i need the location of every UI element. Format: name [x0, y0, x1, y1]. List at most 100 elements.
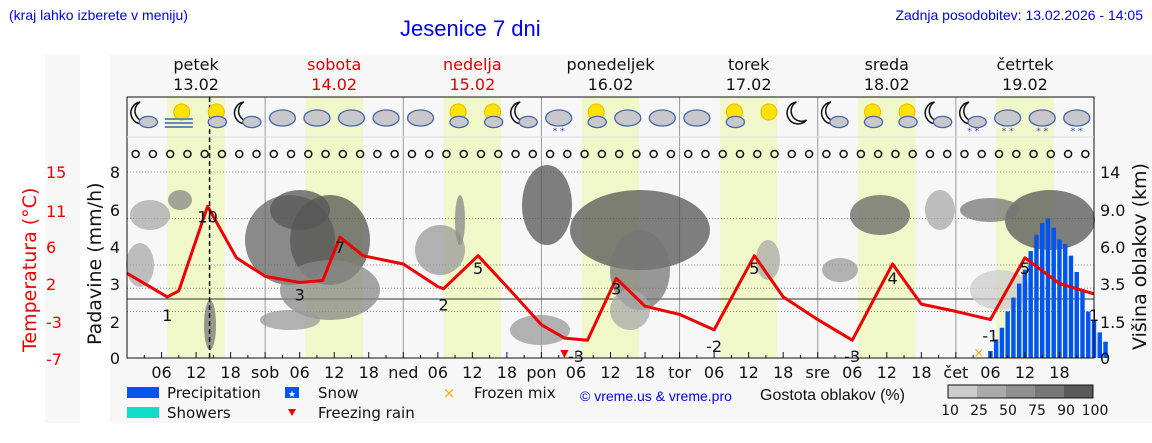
x-tick-label: 06 — [980, 363, 1000, 382]
wind-calm-icon — [735, 149, 745, 159]
cloud-snow-icon: * * — [994, 109, 1022, 137]
svg-text:* *: * * — [1002, 127, 1014, 137]
x-tick-label: 12 — [877, 363, 897, 382]
legend-frozen-mix: Frozen mix — [474, 384, 556, 402]
sun-fog-icon — [164, 103, 193, 128]
temp-tick: -7 — [46, 350, 62, 369]
cloud-density-area — [270, 190, 330, 230]
sun-cloud-icon — [587, 103, 607, 129]
legend-showers-swatch — [127, 407, 159, 418]
wind-calm-icon — [200, 149, 209, 159]
wind-calm-icon — [925, 149, 935, 159]
temp-tick: 2 — [46, 275, 56, 294]
moon-cloud-icon — [924, 101, 953, 129]
sun-cloud-icon — [449, 103, 469, 129]
cloud-density-area — [522, 165, 572, 245]
frozen-mix-icon: × — [443, 384, 456, 402]
day-date: 18.02 — [864, 75, 910, 94]
cloud-height-tick: 0 — [1100, 349, 1110, 368]
precipitation-bar — [1022, 269, 1028, 358]
temperature-extremum-label: -1 — [982, 327, 998, 346]
credit-link[interactable]: © vreme.us & vreme.pro — [580, 388, 732, 404]
cloud-height-tick: 3.5 — [1100, 275, 1125, 294]
wind-calm-icon — [1046, 149, 1056, 159]
precipitation-bar — [1028, 251, 1033, 358]
wind-calm-icon — [942, 149, 952, 159]
x-tick-label: sre — [806, 363, 830, 382]
x-tick-label: tor — [668, 363, 691, 382]
precipitation-bar — [1011, 297, 1016, 358]
temperature-extremum-label: 1 — [162, 306, 172, 325]
wind-calm-icon — [234, 149, 244, 159]
wind-calm-icon — [131, 149, 140, 159]
precipitation-bar — [1039, 223, 1045, 358]
moon-cloud-icon — [510, 101, 538, 129]
snow-star-icon: ★ — [288, 390, 296, 400]
legend-snow: Snow — [318, 384, 358, 402]
legend-freezing-rain: Freezing rain — [318, 404, 415, 422]
wind-calm-icon — [908, 149, 917, 159]
legend-showers: Showers — [167, 404, 231, 422]
wind-calm-icon — [632, 149, 641, 159]
cloud-density-swatch — [1035, 385, 1064, 398]
temperature-extremum-label: 7 — [335, 238, 345, 257]
temp-tick: 15 — [46, 163, 66, 182]
x-tick-label: 18 — [359, 363, 379, 382]
cloud-density-swatch — [1064, 385, 1093, 398]
wind-calm-icon — [614, 149, 624, 159]
moon-cloud-snow-icon: * * — [958, 101, 987, 137]
wind-calm-icon — [787, 149, 797, 159]
daylight-band — [719, 97, 778, 358]
wind-calm-icon — [165, 149, 175, 159]
wind-calm-icon — [1081, 149, 1090, 159]
cloud-density-area — [925, 190, 955, 230]
x-tick-label: 18 — [911, 363, 931, 382]
precipitation-bar — [1103, 341, 1108, 358]
location-hint-link[interactable]: (kraj lahko izberete v meniju) — [9, 7, 188, 23]
x-tick-label: 18 — [1049, 363, 1069, 382]
precipitation-bar — [999, 327, 1005, 358]
precip-axis-label: Padavine (mm/h) — [84, 182, 106, 345]
wind-calm-icon — [804, 149, 814, 159]
wind-calm-icon — [839, 149, 848, 159]
sun-cloud-icon — [863, 103, 884, 129]
cloud-icon — [337, 109, 366, 127]
wind-calm-icon — [321, 149, 330, 159]
moon-cloud-icon — [820, 101, 849, 129]
cloud-icon — [614, 109, 642, 127]
precipitation-bar — [1086, 311, 1091, 358]
temperature-extremum-label: -2 — [706, 337, 722, 356]
wind-calm-icon — [304, 149, 313, 159]
precipitation-bar — [1068, 255, 1074, 358]
x-tick-label: 06 — [704, 363, 724, 382]
day-name: torek — [728, 55, 770, 74]
cloud-icon — [683, 109, 711, 127]
cloud-density-swatch — [977, 385, 1006, 398]
x-tick-label: 06 — [566, 363, 586, 382]
x-tick-label: 06 — [289, 363, 309, 382]
cloud-density-area — [415, 225, 465, 275]
wind-calm-icon — [718, 149, 727, 159]
daylight-band — [443, 97, 502, 358]
wind-calm-icon — [545, 149, 555, 159]
temp-tick: 11 — [46, 202, 66, 221]
day-name: petek — [173, 55, 219, 74]
x-tick-label: 18 — [773, 363, 793, 382]
x-tick-label: 12 — [600, 363, 620, 382]
day-name: nedelja — [443, 55, 502, 74]
wind-calm-icon — [148, 149, 158, 159]
precip-tick: 4 — [110, 238, 120, 257]
x-tick-label: 12 — [324, 363, 344, 382]
cloud-density-area — [280, 260, 380, 320]
legend-precipitation-swatch — [127, 387, 159, 398]
moon-icon — [786, 101, 808, 125]
page-title: Jesenice 7 dni — [400, 16, 541, 41]
day-name: ponedeljek — [567, 55, 656, 74]
precipitation-bar — [1051, 227, 1056, 358]
cloud-density-area — [960, 198, 1020, 222]
precipitation-bar — [1063, 244, 1068, 358]
wind-calm-icon — [666, 149, 676, 159]
wind-calm-icon — [683, 149, 693, 159]
cloud-density-tick: 90 — [1057, 403, 1075, 419]
cloud-density-area — [168, 190, 192, 210]
